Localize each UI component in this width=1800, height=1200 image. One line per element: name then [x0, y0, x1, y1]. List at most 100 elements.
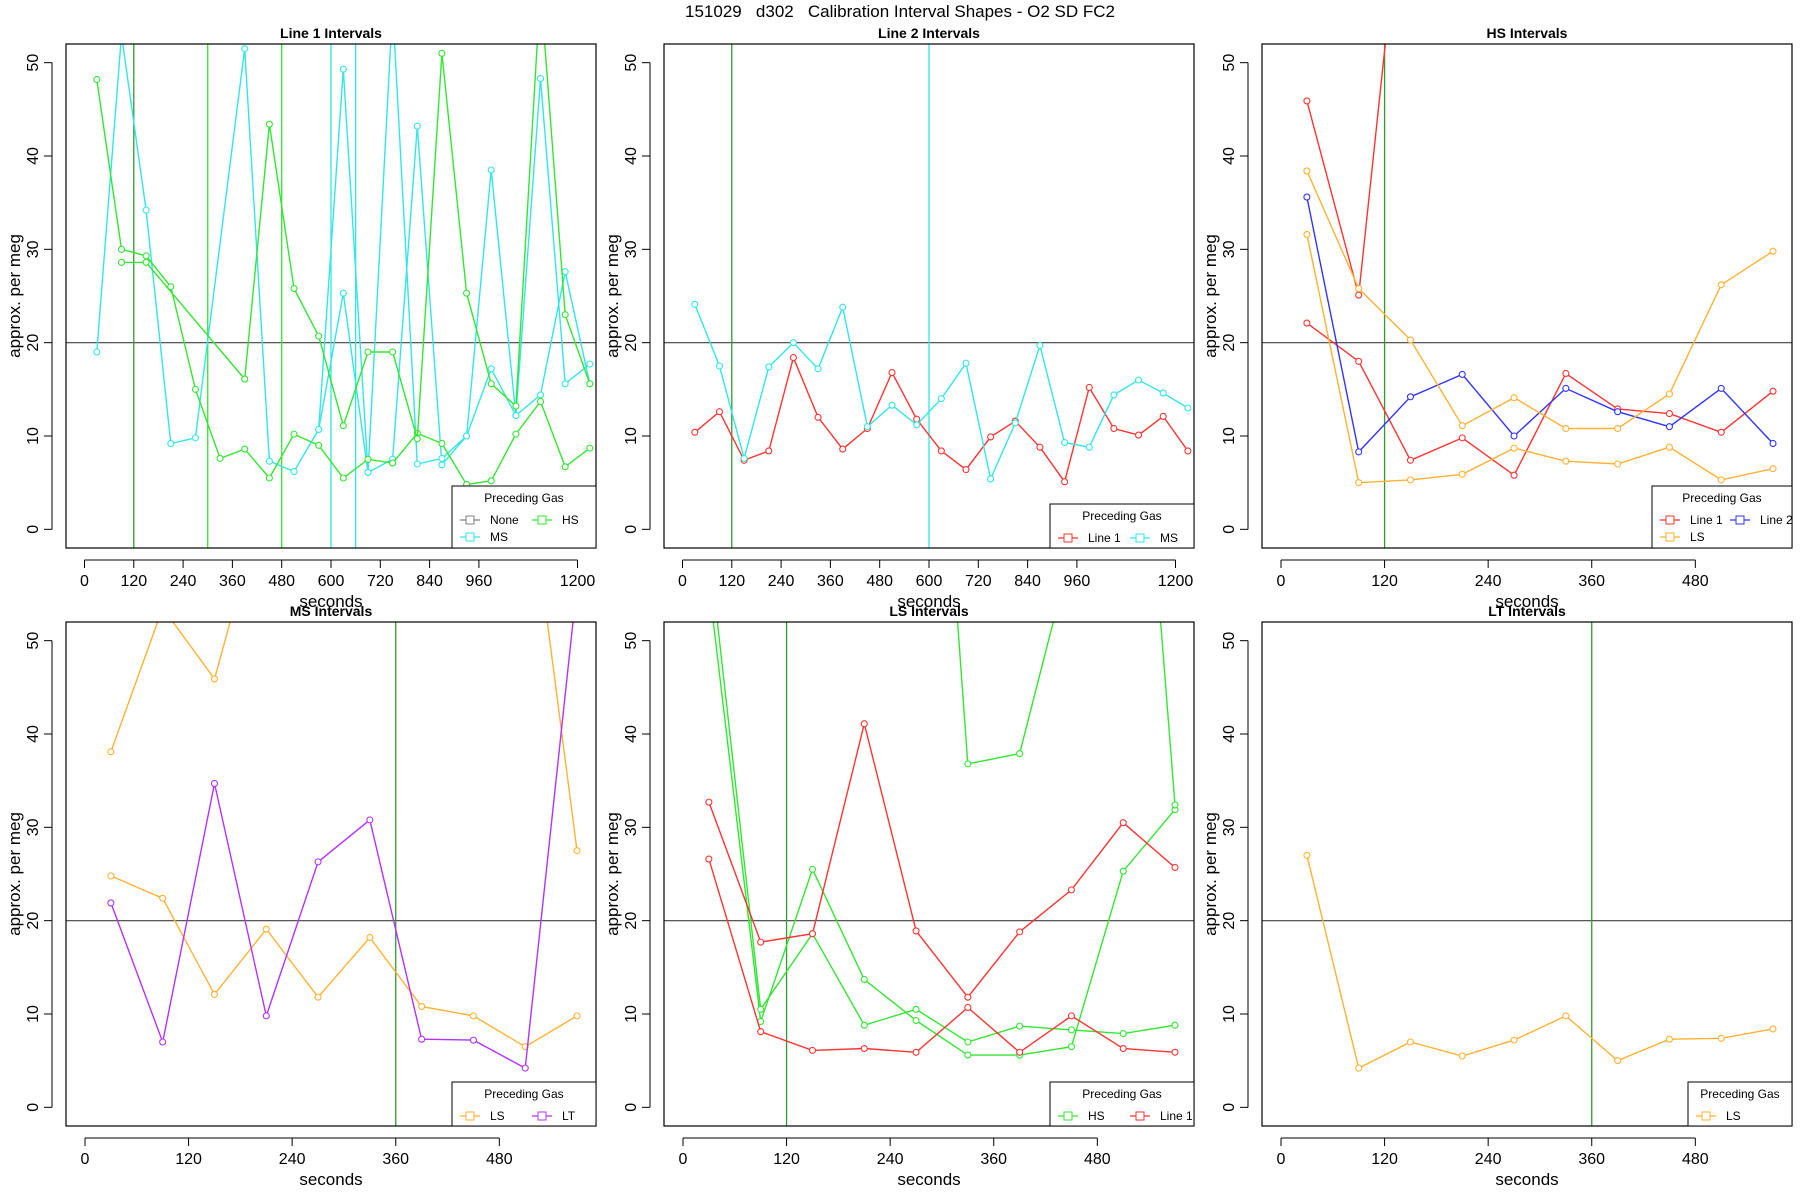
legend-box: [1651, 485, 1793, 549]
data-point: [962, 466, 970, 474]
y-axis-label: approx. per meg: [603, 234, 622, 358]
data-point: [839, 303, 847, 311]
series-line: [708, 723, 1176, 999]
data-point: [339, 65, 347, 73]
data-point: [573, 1012, 581, 1020]
data-point: [290, 467, 298, 476]
legend-swatch-marker: [1735, 515, 1745, 525]
data-point: [241, 45, 249, 53]
y-tick-label: 20: [1221, 912, 1238, 930]
panel-4: MS Intervals 0 120 240 360 480 seconds 0 10 20 30 4…: [5, 603, 597, 1189]
y-tick-label: 0: [1221, 1103, 1238, 1112]
x-tick-label: 0: [1277, 573, 1286, 590]
data-point: [937, 447, 945, 455]
data-point: [814, 413, 822, 421]
data-point: [487, 477, 495, 485]
data-point: [912, 927, 920, 935]
data-point: [142, 252, 150, 260]
series-line: [708, 858, 1176, 1054]
y-tick-label: 40: [623, 147, 640, 165]
panel-5: LS Intervals 0 120 240 360 480 seconds 0 10 20 30 4…: [603, 603, 1195, 1189]
series-line-1: [705, 855, 1179, 1056]
y-tick-label: 20: [1221, 334, 1238, 352]
data-point: [964, 993, 972, 1001]
data-point: [888, 401, 896, 409]
data-point: [1171, 1048, 1179, 1056]
y-tick-label: 30: [1221, 240, 1238, 258]
panel-2: Line 2 Intervals 0 120 240 360 480 600 720 840 96…: [603, 25, 1195, 611]
x-tick-label: 240: [1475, 1151, 1502, 1168]
x-tick-label: 720: [367, 573, 394, 590]
data-point: [315, 441, 323, 449]
legend: Preceding Gas None HS MS: [451, 485, 597, 549]
data-point: [1458, 434, 1466, 442]
data-point: [536, 397, 545, 406]
data-point: [1562, 369, 1570, 378]
legend-title: Preceding Gas: [1082, 509, 1161, 523]
data-point: [789, 339, 797, 347]
series-ms: [315, 44, 594, 476]
data-point: [463, 289, 471, 297]
data-point: [586, 444, 594, 452]
y-tick-label: 50: [25, 632, 42, 650]
data-point: [389, 348, 397, 356]
series-ls: [1303, 230, 1777, 487]
data-point: [863, 423, 871, 431]
data-point: [1406, 336, 1415, 344]
legend-entry-label: Line 1: [1690, 513, 1723, 527]
legend-title: Preceding Gas: [1082, 1087, 1161, 1101]
data-point: [210, 675, 219, 683]
y-tick-label: 0: [1221, 525, 1238, 534]
series-line: [1306, 196, 1774, 454]
x-tick-label: 0: [678, 573, 687, 590]
data-point: [1085, 443, 1093, 451]
data-point: [1510, 471, 1518, 479]
legend-swatch-marker: [1135, 1111, 1145, 1121]
series-line: [96, 44, 591, 474]
series-line-2: [1303, 193, 1777, 456]
x-axis-label: seconds: [1495, 1170, 1558, 1189]
data-point: [1067, 1026, 1075, 1034]
data-point: [912, 1016, 920, 1025]
series-line: [318, 44, 591, 473]
legend-swatch-marker: [465, 515, 475, 525]
data-point: [191, 434, 199, 442]
series-line: [956, 622, 1176, 805]
y-axis-label: approx. per meg: [5, 234, 24, 358]
data-point: [962, 359, 970, 367]
data-point: [964, 1038, 972, 1046]
data-point: [1171, 863, 1179, 872]
legend-swatch-marker: [465, 1111, 475, 1121]
data-point: [107, 872, 115, 880]
data-point: [561, 311, 569, 319]
legend-swatch-marker: [465, 532, 475, 542]
data-point: [765, 447, 773, 455]
data-point: [1110, 424, 1118, 433]
y-tick-label: 30: [25, 818, 42, 836]
x-axis-label: seconds: [897, 592, 960, 611]
y-tick-label: 20: [25, 912, 42, 930]
data-point: [1355, 284, 1363, 293]
data-point: [1085, 383, 1093, 392]
x-tick-label: 120: [773, 1151, 800, 1168]
plot-frame: [1261, 43, 1793, 549]
data-point: [1355, 1064, 1363, 1072]
y-tick-label: 50: [25, 54, 42, 72]
y-axis-label: approx. per meg: [1201, 234, 1220, 358]
legend-swatch-marker: [1063, 1111, 1073, 1121]
y-tick-label: 50: [1221, 54, 1238, 72]
data-point: [705, 855, 713, 863]
x-tick-label: 240: [877, 1151, 904, 1168]
plot-content: [1262, 622, 1792, 1126]
y-tick-label: 30: [623, 240, 640, 258]
data-point: [814, 365, 822, 373]
x-tick-label: 960: [1064, 573, 1091, 590]
series-line: [546, 622, 578, 851]
data-point: [789, 354, 797, 362]
legend: Preceding Gas Line 1 Line 2 LS: [1651, 485, 1793, 549]
data-point: [1355, 479, 1363, 487]
legend-title: Preceding Gas: [484, 1087, 563, 1101]
data-point: [1119, 867, 1127, 875]
data-point: [1061, 438, 1069, 447]
y-tick-label: 10: [623, 427, 640, 445]
